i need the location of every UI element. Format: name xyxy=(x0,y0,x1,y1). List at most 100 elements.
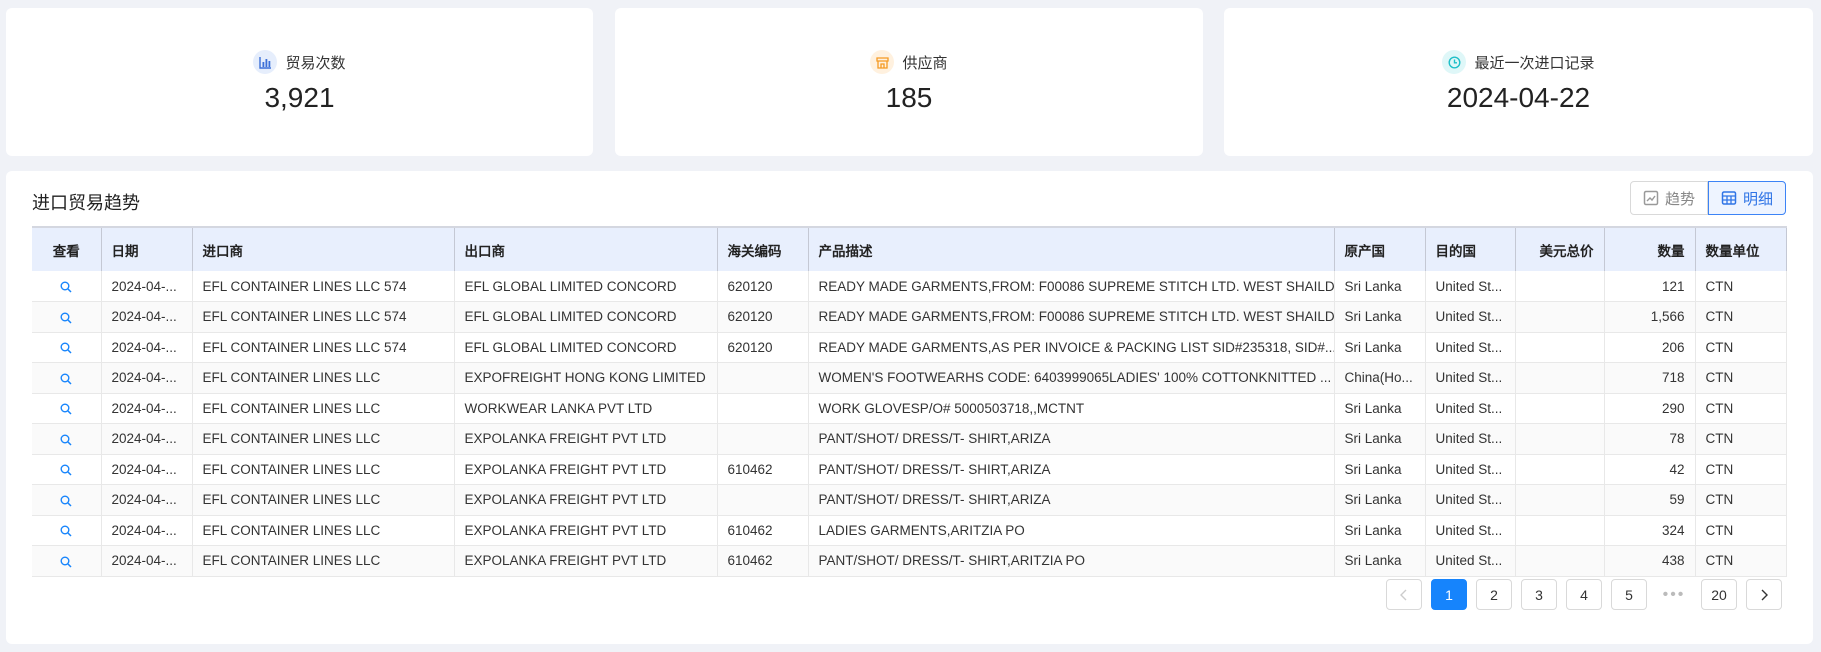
table-cell: EFL CONTAINER LINES LLC 574 xyxy=(192,271,455,302)
column-header: 查看 xyxy=(32,226,102,271)
table-cell: United St... xyxy=(1425,271,1516,302)
detail-toggle-button[interactable]: 明细 xyxy=(1707,181,1786,215)
table-row: 2024-04-... EFL CONTAINER LINES LLC EXPOLA… xyxy=(32,454,1787,485)
table-cell: EXPOFREIGHT HONG KONG LIMITED xyxy=(454,362,718,394)
search-icon[interactable] xyxy=(60,281,72,293)
view-cell xyxy=(32,393,102,424)
table-cell: 324 xyxy=(1604,515,1696,546)
table-cell xyxy=(717,393,809,424)
table-cell: CTN xyxy=(1695,393,1787,424)
table-cell: 610462 xyxy=(717,515,809,546)
table-cell xyxy=(1515,332,1605,363)
search-icon[interactable] xyxy=(60,525,72,537)
table-cell: PANT/SHOT/ DRESS/T- SHIRT,ARIZA xyxy=(808,423,1335,455)
table-row: 2024-04-... EFL CONTAINER LINES LLC EXPOFR… xyxy=(32,362,1787,394)
table-cell: EFL CONTAINER LINES LLC xyxy=(192,515,455,546)
column-header: 日期 xyxy=(101,226,193,271)
search-icon[interactable] xyxy=(60,312,72,324)
table-cell: 121 xyxy=(1604,271,1696,302)
search-icon[interactable] xyxy=(60,464,72,476)
table-cell xyxy=(1515,545,1605,577)
table-cell: CTN xyxy=(1695,484,1787,516)
stat-value: 185 xyxy=(885,82,933,113)
table-cell: READY MADE GARMENTS,FROM: F00086 SUPREME… xyxy=(808,271,1335,302)
import-trade-panel: 进口贸易趋势 趋势 明细 查看 日期 进口商 出口商 海关编码 产品描述 原产国 目的国 美元总… xyxy=(6,171,1813,644)
table-cell: 718 xyxy=(1604,362,1696,394)
table-cell: 2024-04-... xyxy=(101,271,193,302)
table-cell: CTN xyxy=(1695,271,1787,302)
next-page-button[interactable] xyxy=(1746,579,1782,610)
table-cell: PANT/SHOT/ DRESS/T- SHIRT,ARIZA xyxy=(808,484,1335,516)
page-button[interactable]: 1 xyxy=(1431,579,1467,610)
search-icon[interactable] xyxy=(60,556,72,568)
page-button-last[interactable]: 20 xyxy=(1701,579,1737,610)
trend-label: 趋势 xyxy=(1664,190,1695,208)
table-cell: EFL CONTAINER LINES LLC xyxy=(192,423,455,455)
column-header: 出口商 xyxy=(454,226,718,271)
page-button[interactable]: 5 xyxy=(1611,579,1647,610)
bar-chart-icon xyxy=(253,50,278,74)
table-cell: United St... xyxy=(1425,545,1516,577)
table-cell xyxy=(1515,454,1605,485)
prev-page-button[interactable] xyxy=(1386,579,1422,610)
search-icon[interactable] xyxy=(60,403,72,415)
table-cell xyxy=(717,423,809,455)
table-cell: United St... xyxy=(1425,301,1516,333)
stat-label: 贸易次数 xyxy=(285,54,346,72)
search-icon[interactable] xyxy=(60,495,72,507)
page-button[interactable]: 3 xyxy=(1521,579,1557,610)
table-cell: 2024-04-... xyxy=(101,393,193,424)
view-cell xyxy=(32,271,102,302)
table-cell: WORKWEAR LANKA PVT LTD xyxy=(454,393,718,424)
chevron-left-icon xyxy=(1400,589,1407,600)
stat-value: 2024-04-22 xyxy=(1446,82,1591,113)
table-cell: PANT/SHOT/ DRESS/T- SHIRT,ARITZIA PO xyxy=(808,545,1335,577)
page-button[interactable]: 4 xyxy=(1566,579,1602,610)
table-cell: 2024-04-... xyxy=(101,423,193,455)
table-row: 2024-04-... EFL CONTAINER LINES LLC EXPOLA… xyxy=(32,484,1787,516)
table-cell: EFL CONTAINER LINES LLC xyxy=(192,362,455,394)
view-cell xyxy=(32,454,102,485)
table-cell: Sri Lanka xyxy=(1334,423,1426,455)
table-cell: EXPOLANKA FREIGHT PVT LTD xyxy=(454,454,718,485)
pagination-ellipsis[interactable]: ••• xyxy=(1662,585,1686,603)
table-cell: Sri Lanka xyxy=(1334,301,1426,333)
stat-label: 供应商 xyxy=(902,54,948,72)
table-cell: READY MADE GARMENTS,AS PER INVOICE & PAC… xyxy=(808,332,1335,363)
table-cell: 42 xyxy=(1604,454,1696,485)
table-cell: 2024-04-... xyxy=(101,484,193,516)
detail-label: 明细 xyxy=(1742,190,1773,208)
table-cell: Sri Lanka xyxy=(1334,454,1426,485)
table-cell: PANT/SHOT/ DRESS/T- SHIRT,ARIZA xyxy=(808,454,1335,485)
table-cell: READY MADE GARMENTS,FROM: F00086 SUPREME… xyxy=(808,301,1335,333)
trade-table: 查看 日期 进口商 出口商 海关编码 产品描述 原产国 目的国 美元总价 数量 数量单位 2024-… xyxy=(32,226,1787,577)
column-header: 原产国 xyxy=(1334,226,1426,271)
table-cell: 59 xyxy=(1604,484,1696,516)
table-cell: EFL CONTAINER LINES LLC 574 xyxy=(192,301,455,333)
table-cell: Sri Lanka xyxy=(1334,515,1426,546)
table-cell: CTN xyxy=(1695,362,1787,394)
table-icon xyxy=(1721,191,1737,205)
table-cell: EXPOLANKA FREIGHT PVT LTD xyxy=(454,484,718,516)
table-cell: CTN xyxy=(1695,301,1787,333)
search-icon[interactable] xyxy=(60,373,72,385)
page-button[interactable]: 2 xyxy=(1476,579,1512,610)
table-cell: 78 xyxy=(1604,423,1696,455)
table-cell: 610462 xyxy=(717,454,809,485)
table-cell: 438 xyxy=(1604,545,1696,577)
clock-icon xyxy=(1442,50,1467,74)
store-icon xyxy=(870,50,895,74)
table-cell: Sri Lanka xyxy=(1334,393,1426,424)
stat-label-row: 最近一次进口记录 xyxy=(1442,50,1595,74)
stat-label-row: 贸易次数 xyxy=(253,50,346,74)
table-cell: CTN xyxy=(1695,545,1787,577)
chevron-right-icon xyxy=(1761,589,1768,600)
table-cell xyxy=(1515,271,1605,302)
trend-toggle-button[interactable]: 趋势 xyxy=(1629,181,1708,215)
view-cell xyxy=(32,484,102,516)
search-icon[interactable] xyxy=(60,434,72,446)
table-cell: United St... xyxy=(1425,454,1516,485)
search-icon[interactable] xyxy=(60,342,72,354)
column-header: 目的国 xyxy=(1425,226,1516,271)
